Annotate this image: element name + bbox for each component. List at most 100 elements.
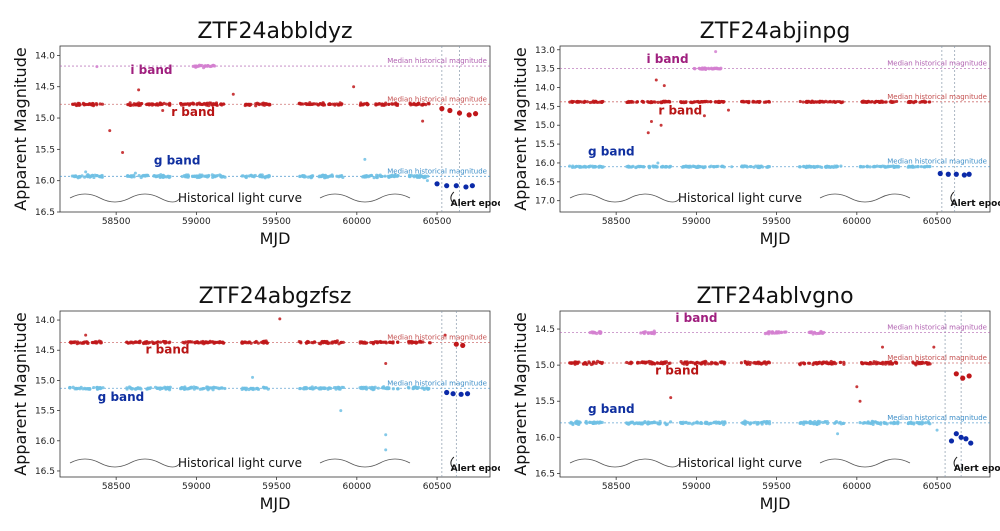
g-band-point [204,174,209,178]
g-band-point [74,387,78,391]
r-band-point [585,100,589,104]
r-band-point [684,100,688,105]
r-band-point [195,103,199,107]
g-band-alert-point [453,183,459,189]
r-band-point [811,362,815,367]
i-band-point [197,63,202,67]
historical-curve-squiggle-left [569,193,681,203]
r-band-point [894,361,899,365]
i-band-point [775,331,779,335]
g-band-point [597,165,601,169]
g-band-point [912,421,916,425]
r-band-point [132,102,136,106]
x-tick-label: 59500 [762,482,791,492]
g-band-point [180,174,184,179]
i-band-point [599,330,603,334]
g-band-point [569,420,573,424]
x-axis-label: MJD [260,229,291,248]
r-band-label: r band [171,105,215,119]
r-band-point [297,340,301,344]
r-band-point [754,100,758,104]
g-band-point [186,173,190,177]
x-tick-label: 58500 [602,482,631,492]
r-band-point [389,340,393,345]
g-band-point [425,174,430,178]
g-band-point [708,165,712,169]
g-band-point [82,175,87,179]
chart-panel-3: ZTF24abgzfsz 58500 59000 59500 60000 60500 14.… [11,284,500,513]
g-band-point [318,386,323,390]
r-band-point [874,99,878,104]
r-band-point [305,339,310,344]
g-band-point [220,386,224,390]
g-band-point [651,421,655,425]
g-band-point [755,422,759,426]
r-band-point [652,100,656,104]
g-band-point [423,174,427,178]
r-band-point [722,100,726,104]
g-band-point [383,174,387,178]
g-band-point [923,165,927,169]
g-band-point [743,164,747,168]
g-band-point [306,175,310,179]
g-band-point [136,386,140,390]
r-band-alert-point [456,110,463,116]
g-band-point [648,165,652,169]
y-tick-label: 15.5 [535,140,555,150]
r-band-point [358,341,362,345]
r-band-point [427,102,431,106]
g-band-point [583,164,587,168]
g-band-alert-point [948,438,955,444]
g-band-label: g band [588,402,635,416]
g-band-point [208,386,212,390]
g-band-point [210,386,215,390]
g-band-label: g band [588,144,635,158]
x-tick-label: 60000 [343,482,372,492]
g-band-point [808,419,812,424]
g-band-point [636,421,640,425]
g-band-point [411,386,416,391]
r-band-point [860,100,864,104]
y-tick-label: 15.0 [535,361,555,371]
g-band-point [166,174,170,178]
r-band-point [667,100,671,104]
x-tick-label: 60000 [343,217,372,227]
alert-epoch-label: Alert epoch [951,199,1000,209]
r-band-point [68,340,72,344]
r-band-point [417,340,421,344]
median-label: Median historical magnitude [387,57,487,65]
r-band-point [137,101,141,105]
x-tick-label: 58500 [602,217,631,227]
g-band-point [865,164,869,169]
r-band-point [658,361,662,365]
r-band-point [798,99,802,104]
g-band-point [68,385,72,390]
r-band-point [365,103,369,107]
historical-curve-squiggle-right [819,458,911,468]
g-band-point [752,165,756,169]
median-label: Median historical magnitude [887,158,987,166]
g-band-point [188,386,192,390]
median-label: Median historical magnitude [387,379,487,387]
g-band-alert-point [953,171,959,177]
g-band-point [592,420,597,425]
g-band-point [740,165,744,169]
g-band-point [690,422,694,426]
g-band-point [894,165,899,169]
r-band-point [691,100,695,104]
alert-arrow [953,456,958,470]
r-band-point [76,103,80,107]
i-band-label: i band [646,52,688,66]
g-band-point [323,386,327,391]
r-band-point [570,100,575,104]
y-axis-label: Apparent Magnitude [11,312,30,475]
g-band-point [217,387,221,391]
r-band-point [325,339,329,344]
r-band-point [864,361,869,366]
g-band-point [387,175,391,180]
g-band-point [919,164,923,169]
y-axis-label: Apparent Magnitude [11,47,30,210]
g-band-point [161,175,165,179]
r-band-point [147,103,152,107]
r-band-point [265,102,269,106]
